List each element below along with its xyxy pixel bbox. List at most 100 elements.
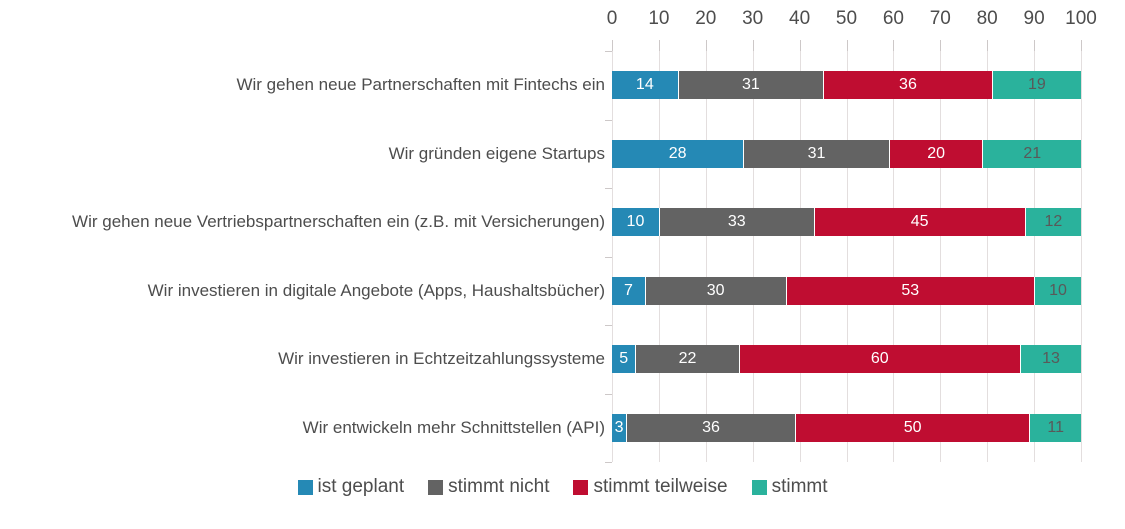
bar-value-label: 21 [1023, 144, 1042, 162]
bar-row: 7 30 53 10 [612, 276, 1081, 305]
gridline [705, 51, 707, 462]
x-axis-tick [658, 40, 660, 51]
x-axis-tick-label: 90 [1023, 8, 1045, 29]
bar-segment-stimmt: 12 [1024, 208, 1081, 237]
y-axis-tick [605, 51, 612, 52]
bar-segment-stimmt-nicht: 30 [644, 276, 786, 305]
x-axis-tick [752, 40, 754, 51]
bar-segment-stimmt-teilweise: 50 [794, 413, 1030, 442]
x-axis-tick-label: 60 [882, 8, 904, 29]
x-axis-tick [940, 40, 942, 51]
bar-row: 10 33 45 12 [612, 208, 1081, 237]
bar-row: 28 31 20 21 [612, 139, 1081, 168]
bar-value-label: 12 [1044, 213, 1063, 231]
bar-segment-ist-geplant: 10 [612, 208, 659, 237]
x-axis-tick-label: 80 [976, 8, 998, 29]
bar-value-label: 10 [1049, 281, 1067, 299]
bar-value-label: 14 [635, 76, 654, 94]
bar-value-label: 28 [668, 144, 687, 162]
bar-segment-stimmt-nicht: 31 [677, 71, 824, 100]
x-axis-tick-label: 40 [789, 8, 811, 29]
bar-segment-stimmt-nicht: 36 [626, 413, 795, 442]
bar-value-label: 22 [678, 350, 697, 368]
legend: ist geplant stimmt nicht stimmt teilweise s… [0, 476, 1125, 498]
gridline [752, 51, 754, 462]
y-axis-tick [605, 119, 612, 121]
bar-segment-stimmt-nicht: 22 [635, 345, 739, 374]
x-axis-tick [799, 40, 801, 51]
x-axis-tick [987, 40, 989, 51]
bar-segment-stimmt: 13 [1020, 345, 1081, 374]
gridline [1034, 51, 1036, 462]
bar-value-label: 7 [623, 281, 633, 299]
bar-value-label: 60 [870, 350, 889, 368]
bar-value-label: 19 [1028, 76, 1046, 94]
bar-value-label: 13 [1042, 350, 1060, 368]
x-axis-tick [705, 40, 707, 51]
category-label: Wir gründen eigene Startups [388, 143, 605, 163]
bar-value-label: 53 [901, 281, 920, 299]
x-axis-tick-label: 70 [929, 8, 951, 29]
bar-segment-stimmt: 19 [991, 71, 1081, 100]
legend-label: ist geplant [317, 476, 405, 497]
bar-segment-stimmt-teilweise: 36 [823, 71, 992, 100]
legend-swatch [573, 479, 589, 495]
category-label: Wir gehen neue Partnerschaften mit Finte… [236, 75, 605, 95]
x-axis-tick [846, 40, 848, 51]
x-axis-tick [612, 40, 613, 51]
bar-segment-ist-geplant: 28 [612, 139, 744, 168]
gridline [1081, 51, 1082, 462]
bar-segment-stimmt-teilweise: 20 [888, 139, 983, 168]
x-axis-tick-label: 20 [695, 8, 717, 29]
bar-segment-stimmt-teilweise: 45 [813, 208, 1025, 237]
y-axis-tick [605, 462, 612, 463]
x-axis-tick-label: 50 [835, 8, 858, 29]
category-label: Wir investieren in Echtzeitzahlungssyste… [278, 349, 605, 369]
bar-row: 3 36 50 11 [612, 413, 1081, 442]
bar-row: 5 22 60 13 [612, 345, 1081, 374]
x-axis-tick [893, 40, 895, 51]
bar-value-label: 20 [927, 144, 945, 162]
bar-row: 14 31 36 19 [612, 71, 1081, 100]
bar-value-label: 33 [727, 213, 746, 231]
category-label: Wir investieren in digitale Angebote (Ap… [147, 280, 605, 300]
x-axis-tick-label: 30 [742, 8, 764, 29]
x-axis-tick [1034, 40, 1036, 51]
bar-value-label: 31 [807, 144, 826, 162]
gridline [893, 51, 895, 462]
y-axis-tick [605, 393, 612, 395]
bar-segment-stimmt-teilweise: 60 [738, 345, 1020, 374]
bar-segment-ist-geplant: 3 [612, 413, 627, 442]
y-axis-tick [605, 188, 612, 189]
legend-label: stimmt teilweise [593, 476, 728, 497]
bar-value-label: 50 [903, 418, 922, 436]
bar-segment-stimmt: 10 [1034, 276, 1081, 305]
bar-value-label: 45 [910, 213, 929, 231]
bar-segment-ist-geplant: 5 [612, 345, 636, 374]
legend-item-ist-geplant: ist geplant [297, 476, 405, 498]
bar-segment-stimmt: 21 [982, 139, 1081, 168]
category-label: Wir entwickeln mehr Schnittstellen (API) [302, 417, 605, 437]
legend-swatch [297, 479, 313, 495]
legend-item-stimmt-teilweise: stimmt teilweise [573, 476, 728, 498]
bar-value-label: 30 [706, 281, 725, 299]
legend-item-stimmt: stimmt [751, 476, 828, 498]
bar-segment-stimmt-teilweise: 53 [785, 276, 1035, 305]
gridline [799, 51, 801, 462]
legend-label: stimmt [771, 476, 828, 497]
bar-value-label: 3 [614, 418, 624, 436]
bar-value-label: 36 [899, 76, 917, 94]
bar-segment-stimmt-nicht: 33 [658, 208, 814, 237]
y-axis-tick [605, 256, 612, 258]
bar-segment-ist-geplant: 7 [612, 276, 645, 305]
bar-value-label: 31 [741, 76, 760, 94]
x-axis-tick-label: 100 [1065, 8, 1097, 29]
bar-value-label: 10 [626, 213, 645, 231]
y-axis-tick [605, 325, 612, 326]
gridline [987, 51, 989, 462]
legend-label: stimmt nicht [448, 476, 550, 497]
bar-segment-stimmt: 11 [1029, 413, 1081, 442]
legend-item-stimmt-nicht: stimmt nicht [428, 476, 549, 498]
legend-swatch [428, 479, 444, 495]
